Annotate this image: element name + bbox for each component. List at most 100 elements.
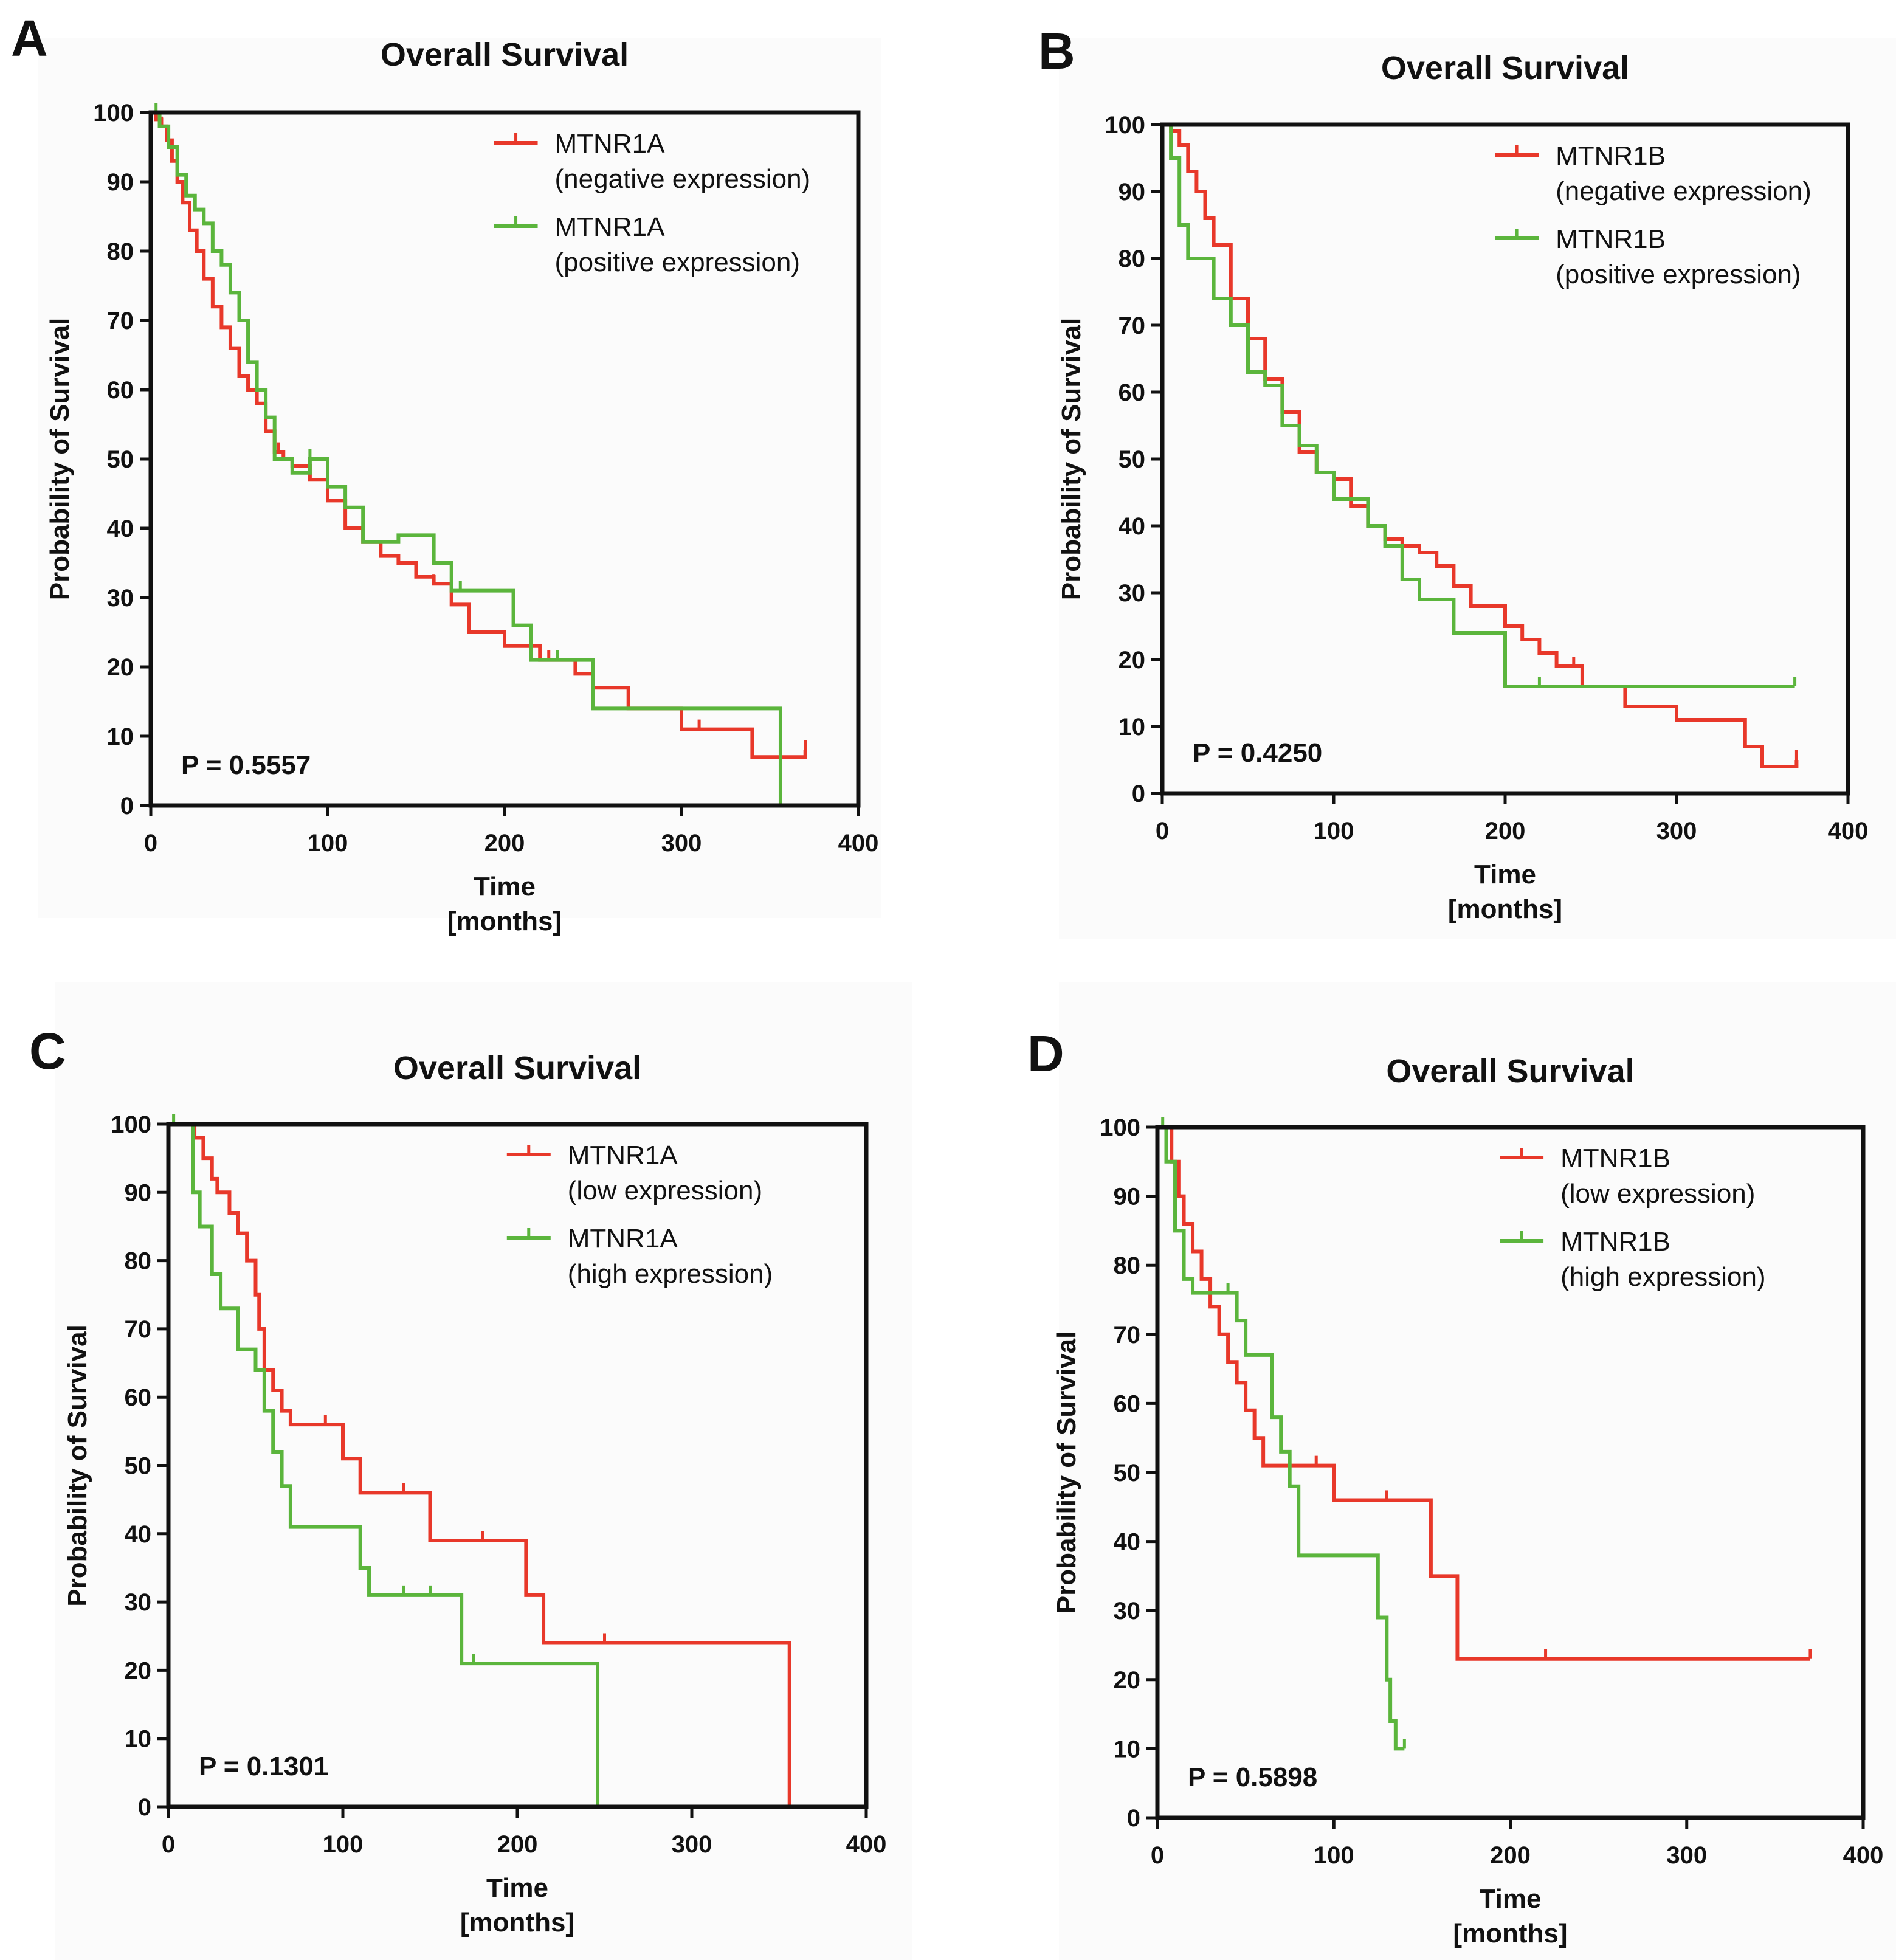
y-axis-label: Probability of Survival	[1057, 318, 1086, 601]
y-tick-label: 60	[1119, 379, 1146, 406]
y-tick-label: 50	[1114, 1460, 1141, 1486]
x-axis-label: Time	[486, 1873, 548, 1903]
curves	[1162, 123, 1799, 768]
x-axis-label: Time	[1474, 860, 1536, 889]
p-value: P = 0.1301	[199, 1751, 328, 1781]
x-tick-label: 400	[846, 1831, 887, 1858]
survival-curve-green	[151, 111, 782, 806]
y-tick-label: 40	[1119, 513, 1146, 540]
x-tick-label: 300	[672, 1831, 712, 1858]
y-tick-label: 80	[1114, 1252, 1141, 1279]
legend-sublabel: (negative expression)	[555, 164, 811, 194]
legend: MTNR1B (negative expression) MTNR1B (positi…	[1495, 141, 1812, 289]
x-axis-label-units: [months]	[460, 1908, 574, 1938]
y-tick-label: 30	[107, 585, 134, 612]
legend-label: MTNR1A	[568, 1140, 678, 1170]
x-axis-label-units: [months]	[1448, 894, 1562, 924]
y-tick-label: 100	[111, 1111, 151, 1138]
legend-sublabel: (low expression)	[568, 1176, 762, 1206]
y-tick-label: 20	[1119, 647, 1146, 674]
x-tick-label: 200	[1490, 1842, 1531, 1869]
chart-title: Overall Survival	[1381, 50, 1629, 86]
panel-letter: B	[1038, 22, 1075, 80]
x-tick-label: 200	[484, 830, 525, 857]
y-tick-label: 60	[1114, 1390, 1141, 1417]
legend-label: MTNR1B	[1560, 1227, 1670, 1257]
p-value: P = 0.4250	[1193, 738, 1322, 768]
y-tick-label: 50	[107, 446, 134, 473]
y-tick-label: 90	[107, 169, 134, 196]
y-tick-label: 100	[1105, 112, 1145, 139]
legend-item: MTNR1A (low expression)	[506, 1140, 762, 1206]
panel-background	[1059, 38, 1896, 939]
x-tick-label: 100	[1314, 1842, 1354, 1869]
x-tick-label: 200	[497, 1831, 538, 1858]
curves	[168, 1114, 791, 1807]
y-tick-label: 0	[1132, 781, 1145, 807]
y-tick-label: 60	[107, 377, 134, 404]
legend-item: MTNR1A (positive expression)	[494, 212, 801, 277]
legend-label: MTNR1B	[1556, 141, 1666, 171]
legend-item: MTNR1A (high expression)	[506, 1224, 773, 1289]
legend-sublabel: (high expression)	[1560, 1262, 1766, 1292]
legend-sublabel: (positive expression)	[555, 247, 801, 277]
y-tick-label: 90	[1119, 179, 1146, 205]
survival-curve-green	[168, 1122, 600, 1807]
panel-c: C Overall Survival 0 10 20 30 40 50 60 70 80 90 100 0…	[29, 982, 912, 1960]
x-tick-label: 100	[308, 830, 348, 857]
curves	[151, 103, 807, 806]
legend: MTNR1A (negative expression) MTNR1A (positi…	[494, 129, 811, 277]
y-tick-label: 70	[1119, 312, 1146, 339]
legend-sublabel: (high expression)	[568, 1259, 773, 1289]
legend-item: MTNR1B (negative expression)	[1495, 141, 1812, 206]
y-tick-label: 50	[125, 1453, 152, 1480]
y-tick-label: 80	[1119, 246, 1146, 272]
y-tick-label: 80	[125, 1248, 152, 1275]
survival-curve-red	[168, 1122, 791, 1807]
legend-label: MTNR1B	[1556, 224, 1666, 254]
y-tick-label: 20	[125, 1657, 152, 1684]
chart-title: Overall Survival	[393, 1050, 641, 1086]
y-tick-label: 100	[93, 100, 134, 126]
y-tick-label: 0	[138, 1794, 151, 1821]
y-tick-label: 40	[107, 516, 134, 542]
x-tick-label: 100	[323, 1831, 364, 1858]
y-tick-label: 0	[1127, 1805, 1140, 1832]
y-tick-label: 90	[1114, 1184, 1141, 1210]
x-tick-label: 400	[838, 830, 879, 857]
x-tick-label: 400	[1828, 818, 1869, 844]
panel-d: D Overall Survival 0 10 20 30 40 50 60 70 80 90 100 0…	[1027, 982, 1896, 1960]
legend-label: MTNR1A	[555, 212, 666, 242]
y-tick-label: 30	[1119, 580, 1146, 607]
x-tick-label: 400	[1843, 1842, 1884, 1869]
chart-title: Overall Survival	[1386, 1053, 1634, 1089]
legend-sublabel: (positive expression)	[1556, 260, 1801, 289]
panel-background	[38, 38, 881, 918]
panel-background	[55, 982, 912, 1960]
survival-curve-green	[1157, 1125, 1405, 1751]
legend-label: MTNR1A	[568, 1224, 678, 1254]
y-axis-label: Probability of Survival	[1052, 1331, 1081, 1614]
x-tick-label: 0	[162, 1831, 175, 1858]
y-tick-label: 30	[1114, 1598, 1141, 1624]
chart-title: Overall Survival	[381, 36, 629, 73]
p-value: P = 0.5557	[181, 750, 311, 780]
y-tick-label: 10	[125, 1726, 152, 1753]
survival-curve-red	[1157, 1125, 1810, 1661]
x-tick-label: 300	[1656, 818, 1697, 844]
legend-item: MTNR1B (high expression)	[1500, 1227, 1766, 1292]
legend-item: MTNR1B (low expression)	[1500, 1144, 1755, 1209]
y-tick-label: 20	[1114, 1667, 1141, 1694]
y-tick-label: 30	[125, 1589, 152, 1616]
legend: MTNR1B (low expression) MTNR1B (high expres…	[1500, 1144, 1766, 1292]
panel-background	[1059, 982, 1896, 1960]
panel-letter: A	[11, 10, 48, 67]
y-tick-label: 70	[1114, 1322, 1141, 1348]
y-axis-label: Probability of Survival	[63, 1324, 92, 1607]
y-tick-label: 10	[1114, 1736, 1141, 1762]
legend-label: MTNR1A	[555, 129, 666, 159]
y-tick-label: 0	[120, 793, 134, 820]
survival-curve-green	[1162, 123, 1795, 688]
y-tick-label: 70	[107, 308, 134, 334]
